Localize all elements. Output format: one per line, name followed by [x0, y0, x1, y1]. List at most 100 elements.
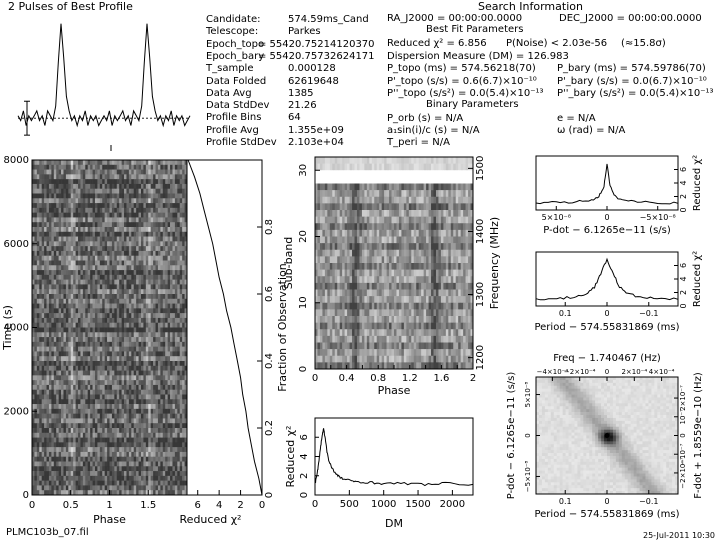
heatmap-cell	[131, 174, 135, 180]
heatmap-cell	[324, 190, 328, 198]
heatmap-cell	[133, 294, 137, 300]
heatmap-cell	[133, 222, 137, 228]
heatmap-cell	[70, 442, 74, 448]
heatmap-cell	[56, 207, 59, 213]
heatmap-cell	[177, 317, 181, 324]
heatmap-cell	[177, 394, 181, 400]
heatmap-cell	[109, 475, 113, 481]
heatmap-cell	[182, 241, 185, 247]
heatmap-cell	[394, 163, 397, 171]
heatmap-cell	[61, 169, 64, 175]
heatmap-cell	[177, 327, 181, 333]
heatmap-cell	[97, 461, 101, 467]
heatmap-cell	[453, 190, 457, 198]
heatmap-cell	[75, 298, 79, 304]
heatmap-cell	[58, 327, 62, 333]
heatmap-cell	[177, 294, 181, 300]
heatmap-cell	[102, 179, 105, 185]
heatmap-cell	[124, 169, 127, 175]
heatmap-cell	[379, 163, 382, 171]
heatmap-cell	[184, 408, 188, 414]
heatmap-cell	[70, 203, 74, 209]
heatmap-cell	[102, 346, 105, 352]
heatmap-cell	[121, 212, 125, 218]
heatmap-cell	[160, 346, 164, 352]
heatmap-cell	[119, 241, 122, 247]
heatmap-cell	[53, 399, 57, 405]
heatmap-cell	[56, 346, 59, 352]
heatmap-cell	[73, 279, 76, 285]
heatmap-cell	[109, 217, 113, 223]
heatmap-cell	[58, 241, 62, 247]
heatmap-cell	[157, 179, 161, 185]
heatmap-cell	[128, 212, 132, 218]
heatmap-cell	[453, 196, 457, 204]
heatmap-cell	[92, 203, 96, 209]
heatmap-cell	[90, 394, 93, 400]
heatmap-cell	[44, 404, 47, 410]
heatmap-cell	[162, 389, 166, 395]
heatmap-cell	[51, 423, 55, 429]
heatmap-cell	[102, 284, 105, 290]
heatmap-cell	[92, 375, 96, 381]
heatmap-cell	[68, 428, 72, 434]
heatmap-cell	[58, 183, 62, 190]
heatmap-cell	[34, 413, 38, 419]
heatmap-cell	[87, 471, 91, 477]
heatmap-cell	[46, 423, 50, 429]
heatmap-cell	[465, 176, 469, 184]
heatmap-cell	[94, 241, 98, 247]
heatmap-cell	[172, 322, 176, 328]
heatmap-cell	[155, 408, 159, 414]
heatmap-cell	[114, 432, 118, 438]
heatmap-cell	[94, 442, 98, 448]
heatmap-cell	[184, 461, 188, 467]
heatmap-cell	[172, 327, 176, 333]
heatmap-cell	[111, 298, 115, 304]
heatmap-cell	[145, 289, 149, 295]
heatmap-cell	[416, 170, 419, 178]
heatmap-cell	[145, 303, 149, 309]
heatmap-cell	[133, 313, 137, 319]
heatmap-cell	[111, 461, 115, 467]
heatmap-cell	[119, 399, 122, 405]
heatmap-cell	[138, 461, 142, 467]
heatmap-cell	[170, 188, 173, 194]
heatmap-cell	[99, 485, 103, 491]
heatmap-cell	[73, 432, 76, 438]
heatmap-cell	[116, 193, 120, 199]
heatmap-cell	[354, 176, 358, 184]
heatmap-cell	[90, 317, 93, 324]
heatmap-cell	[455, 196, 459, 204]
heatmap-cell	[131, 289, 135, 295]
heatmap-cell	[165, 179, 168, 185]
heatmap-cell	[140, 404, 144, 410]
heatmap-cell	[68, 332, 72, 338]
heatmap-cell	[184, 231, 188, 237]
heatmap-cell	[155, 361, 159, 367]
heatmap-cell	[78, 380, 81, 386]
heatmap-cell	[68, 322, 72, 328]
heatmap-cell	[107, 212, 110, 218]
heatmap-cell	[87, 356, 91, 362]
heatmap-cell	[68, 313, 72, 319]
heatmap-cell	[97, 399, 101, 405]
heatmap-cell	[34, 384, 38, 391]
heatmap-cell	[109, 212, 113, 218]
heatmap-cell	[70, 179, 74, 185]
heatmap-cell	[361, 163, 365, 171]
heatmap-cell	[114, 164, 118, 170]
heatmap-cell	[167, 270, 171, 276]
heatmap-cell	[34, 337, 38, 343]
heatmap-cell	[366, 157, 370, 164]
heatmap-cell	[32, 246, 35, 252]
heatmap-cell	[165, 327, 168, 333]
heatmap-cell	[179, 294, 183, 300]
heatmap-cell	[63, 179, 67, 185]
heatmap-cell	[102, 274, 105, 280]
heatmap-cell	[128, 303, 132, 309]
heatmap-cell	[94, 203, 98, 209]
heatmap-cell	[150, 490, 154, 496]
heatmap-cell	[160, 174, 164, 180]
heatmap-cell	[104, 164, 108, 170]
